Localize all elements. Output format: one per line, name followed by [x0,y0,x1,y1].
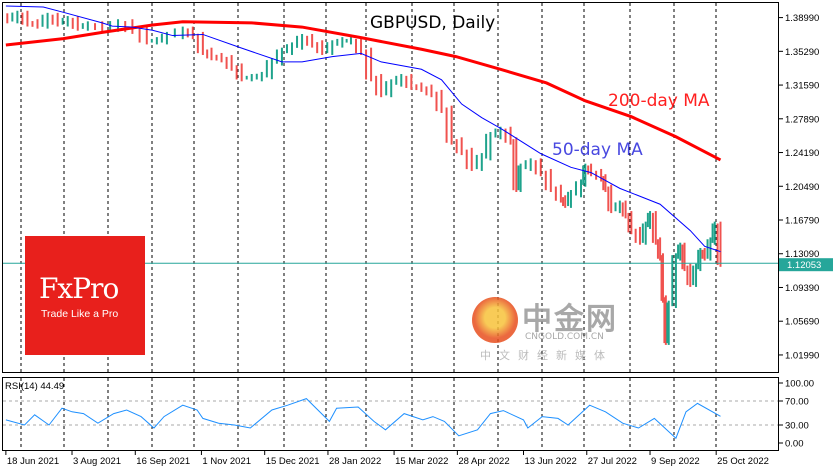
current-price-badge [779,258,833,272]
grid-lines [20,3,717,450]
rsi-tick-label: 30.00 [785,421,809,432]
price-tick-label: 1.05690 [785,317,819,328]
date-label: 25 Oct 2022 [717,456,769,467]
price-tick-label: 1.27890 [785,114,819,125]
price-bars [6,10,722,345]
ma200-line [5,20,722,162]
watermark-slogan: 中文财经新媒体 [480,349,613,362]
logo-tagline: Trade Like a Pro [41,308,119,320]
price-tick-label: 1.16790 [785,216,819,227]
price-tick-label: 1.38990 [785,13,819,24]
logo-brand: FxPro [39,272,119,305]
fxpro-logo: FxPro Trade Like a Pro [25,236,145,355]
date-label: 16 Sep 2021 [136,456,190,467]
cngold-logo-icon [472,297,518,343]
date-label: 18 Jun 2021 [7,456,59,467]
date-label: 27 Jul 2022 [588,456,637,467]
date-label: 15 Mar 2022 [395,456,448,467]
price-tick-label: 1.24190 [785,148,819,159]
price-tick-label: 1.20490 [785,182,819,193]
chart-title: GBPUSD, Daily [370,13,495,33]
date-label: 1 Nov 2021 [202,456,251,467]
rsi-tick-label: 100.00 [785,379,814,390]
date-label: 28 Apr 2022 [458,456,509,467]
price-axis: 1.38990 1.35290 1.31590 1.27890 1.24190 1.204… [779,13,819,361]
price-tick-label: 1.01990 [785,350,819,361]
date-axis: 18 Jun 2021 3 Aug 2021 16 Sep 2021 1 Nov 20… [5,451,769,467]
rsi-axis: 100.00 70.00 30.00 0.00 [779,379,814,450]
price-tick-label: 1.09390 [785,283,819,294]
ma50-line [5,5,721,253]
rsi-level-lines [3,400,778,426]
date-label: 9 Sep 2022 [651,456,700,467]
rsi-line [5,398,721,440]
date-label: 28 Jan 2022 [329,456,381,467]
price-tick-label: 1.35290 [785,47,819,58]
date-label: 15 Dec 2021 [266,456,320,467]
rsi-panel-border [2,377,779,451]
rsi-label: RSI(14) 44.49 [5,381,64,392]
date-label: 3 Aug 2021 [73,456,121,467]
main-panel-border [2,2,779,373]
price-tick-label: 1.13090 [785,249,819,260]
current-price-text: 1.12053 [787,260,821,271]
cngold-watermark: 中金网 CNGOLD.COM.CN 中文财经新媒体 [470,292,630,366]
watermark-name: 中金网 [522,302,618,337]
rsi-tick-label: 70.00 [785,397,809,408]
price-tick-label: 1.31590 [785,81,819,92]
ma50-label: 50-day MA [552,140,643,160]
ma200-label: 200-day MA [608,91,710,111]
watermark-domain: CNGOLD.COM.CN [525,332,604,342]
date-label: 13 Jun 2022 [525,456,577,467]
rsi-tick-label: 0.00 [785,439,804,450]
